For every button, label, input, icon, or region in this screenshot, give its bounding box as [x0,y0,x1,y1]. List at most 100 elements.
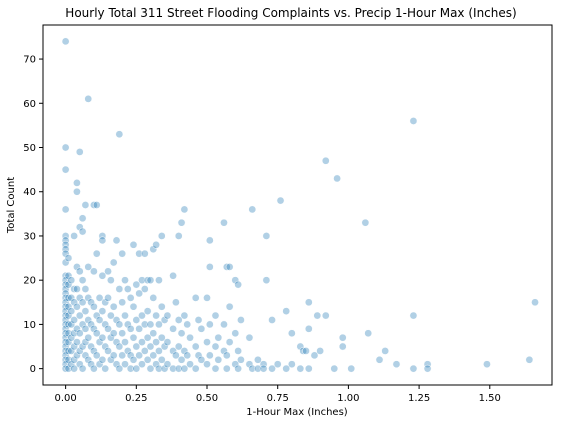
data-point [61,355,70,364]
data-point [70,364,78,373]
data-point [259,364,268,373]
data-point [78,298,87,307]
data-point [152,311,160,320]
data-point [129,240,138,249]
data-point [157,232,166,240]
data-point [180,347,189,355]
data-point [75,347,84,355]
data-point [146,364,155,373]
data-point [191,342,200,351]
data-point [531,298,539,307]
data-point [121,360,129,369]
data-point [205,263,214,271]
data-point [98,232,107,240]
data-point [129,355,138,364]
data-point [107,276,115,285]
data-point [70,285,78,293]
data-point [73,338,81,346]
data-point [61,307,70,315]
data-point [313,311,322,320]
data-point [146,320,155,329]
data-point [160,342,169,351]
data-point [138,311,146,320]
data-point [118,329,127,338]
data-point [287,329,296,338]
data-point [75,294,84,302]
data-point [214,355,223,364]
x-axis-ticks: 0.00 0.25 0.50 0.75 1.00 1.25 1.50 [54,385,501,404]
data-point [61,302,70,311]
data-point [143,307,152,315]
data-point [87,298,95,307]
data-point [149,294,158,302]
data-point [61,360,70,369]
data-point [104,347,112,355]
data-point [135,289,143,298]
data-point [67,307,76,315]
data-point [107,355,115,364]
data-point [61,249,70,258]
data-point [321,156,330,165]
data-point [222,263,231,271]
data-point [84,355,93,364]
data-point [276,196,285,205]
data-point [186,333,194,342]
data-point [146,276,155,285]
data-point [149,245,158,254]
data-point [525,355,534,364]
data-point [73,285,81,293]
data-point [220,218,228,227]
data-point [287,360,296,369]
data-point [73,263,81,271]
data-point [338,342,347,351]
data-point [126,351,135,360]
data-point [237,355,245,364]
data-point [61,285,70,293]
data-point [73,351,81,360]
data-point [296,364,305,373]
data-point [409,364,418,373]
data-point [67,294,76,302]
data-point [64,254,73,262]
data-point [304,364,313,373]
data-point [61,258,70,267]
data-point [67,276,76,285]
data-point [70,316,78,324]
data-point [273,360,282,369]
data-point [112,338,121,346]
data-point [174,342,183,351]
data-point [81,338,90,346]
data-point [225,263,234,271]
y-axis-label: Total Count [6,177,17,234]
data-point [61,324,70,333]
data-point [90,302,98,311]
data-point [302,347,310,355]
data-point [81,324,90,333]
data-point [64,364,73,373]
data-point [92,249,101,258]
data-point [155,364,163,373]
data-point [101,320,110,329]
data-point [84,294,93,302]
x-tick-label: 0.00 [54,393,76,404]
data-point [81,307,90,315]
data-point [61,205,70,214]
data-point [282,307,291,315]
data-point [118,298,127,307]
data-point [73,324,81,333]
data-point [129,333,138,342]
x-tick-label: 0.75 [267,393,289,404]
data-point [132,316,141,324]
data-point [174,232,183,240]
data-point [75,267,84,276]
data-point [234,347,242,355]
data-point [174,364,183,373]
data-point [61,294,70,302]
data-point [177,329,186,338]
data-point [231,329,240,338]
data-point [194,351,203,360]
data-point [101,342,110,351]
data-point [61,240,70,249]
data-point [61,351,70,360]
data-point [409,311,418,320]
